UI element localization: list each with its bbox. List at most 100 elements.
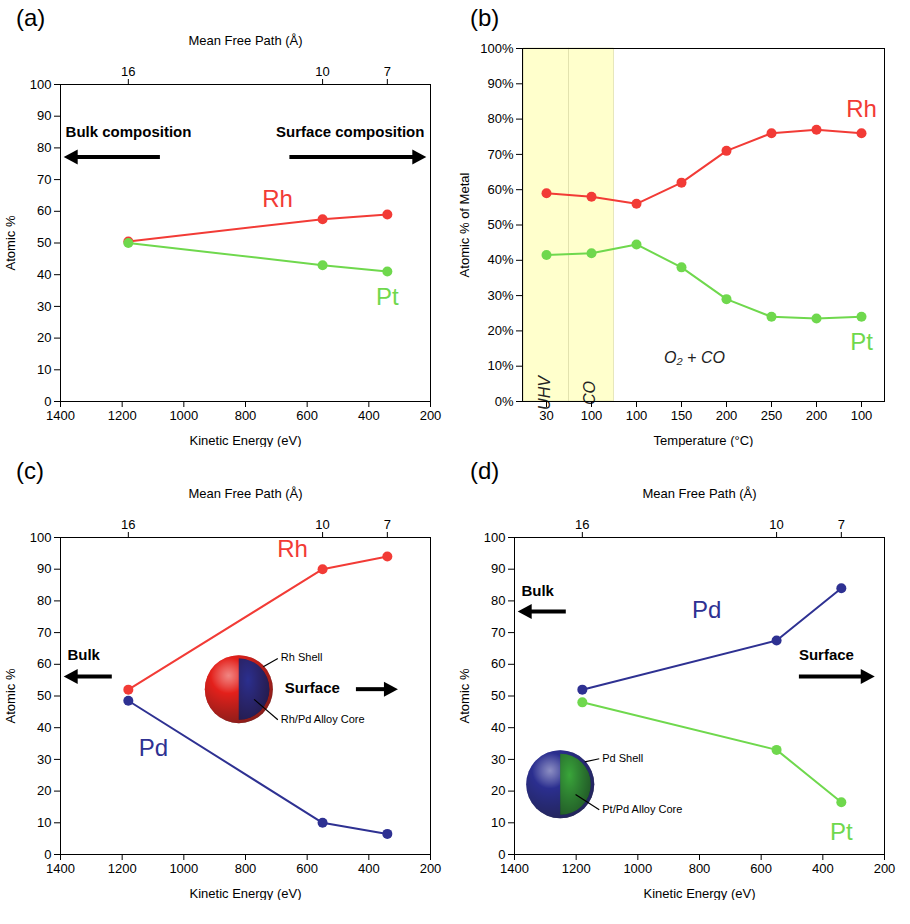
svg-text:1000: 1000	[623, 861, 652, 876]
svg-text:100: 100	[581, 408, 603, 423]
svg-text:10: 10	[37, 815, 51, 830]
svg-text:16: 16	[121, 517, 135, 532]
svg-text:20%: 20%	[487, 323, 513, 338]
svg-text:Kinetic Energy (eV): Kinetic Energy (eV)	[190, 433, 302, 448]
svg-text:7: 7	[384, 64, 391, 79]
svg-text:20: 20	[491, 783, 505, 798]
svg-text:Bulk: Bulk	[67, 646, 100, 663]
svg-text:50: 50	[37, 688, 51, 703]
svg-text:90: 90	[491, 561, 505, 576]
svg-text:Pt: Pt	[830, 818, 853, 845]
svg-text:O₂ + CO: O₂ + CO	[664, 349, 725, 366]
svg-text:30: 30	[539, 408, 553, 423]
svg-text:600: 600	[296, 408, 318, 423]
svg-text:Atomic %: Atomic %	[3, 215, 18, 270]
svg-text:90: 90	[37, 108, 51, 123]
svg-text:50: 50	[491, 688, 505, 703]
svg-text:250: 250	[761, 408, 783, 423]
svg-text:Rh: Rh	[262, 185, 293, 212]
svg-text:Pt/Pd Alloy Core: Pt/Pd Alloy Core	[602, 803, 682, 815]
svg-text:1000: 1000	[169, 861, 198, 876]
svg-text:Rh: Rh	[846, 95, 877, 122]
svg-text:Rh: Rh	[277, 535, 308, 562]
svg-text:200: 200	[806, 408, 828, 423]
svg-text:1400: 1400	[500, 861, 529, 876]
svg-text:40: 40	[37, 720, 51, 735]
svg-text:70: 70	[491, 625, 505, 640]
svg-text:Kinetic Energy (eV): Kinetic Energy (eV)	[190, 886, 302, 901]
svg-text:1400: 1400	[46, 861, 75, 876]
svg-text:200: 200	[716, 408, 738, 423]
svg-text:80: 80	[491, 593, 505, 608]
svg-text:60: 60	[491, 656, 505, 671]
svg-text:7: 7	[384, 517, 391, 532]
svg-text:1200: 1200	[562, 861, 591, 876]
svg-text:Pt: Pt	[376, 283, 399, 310]
svg-text:70%: 70%	[487, 147, 513, 162]
svg-text:Atomic % of Metal: Atomic % of Metal	[457, 173, 472, 278]
svg-text:60: 60	[37, 203, 51, 218]
svg-text:Pd: Pd	[139, 734, 168, 761]
svg-text:1400: 1400	[46, 408, 75, 423]
svg-text:30: 30	[37, 752, 51, 767]
svg-text:400: 400	[812, 861, 834, 876]
svg-text:UHV: UHV	[536, 375, 553, 410]
svg-text:70: 70	[37, 625, 51, 640]
svg-text:800: 800	[689, 861, 711, 876]
svg-text:100: 100	[484, 530, 506, 545]
svg-text:Atomic %: Atomic %	[457, 668, 472, 723]
svg-text:40%: 40%	[487, 252, 513, 267]
svg-text:200: 200	[420, 408, 442, 423]
svg-text:400: 400	[358, 408, 380, 423]
svg-text:16: 16	[575, 517, 589, 532]
svg-text:100: 100	[626, 408, 648, 423]
svg-text:1000: 1000	[169, 408, 198, 423]
svg-text:10: 10	[315, 517, 329, 532]
svg-text:200: 200	[874, 861, 896, 876]
svg-text:70: 70	[37, 172, 51, 187]
svg-text:Rh Shell: Rh Shell	[281, 651, 323, 663]
svg-text:30%: 30%	[487, 288, 513, 303]
svg-text:Rh/Pd Alloy Core: Rh/Pd Alloy Core	[281, 713, 365, 725]
svg-text:100: 100	[851, 408, 873, 423]
svg-text:Surface: Surface	[285, 679, 340, 696]
svg-text:90: 90	[37, 561, 51, 576]
svg-text:Temperature (°C): Temperature (°C)	[654, 433, 754, 448]
svg-text:40: 40	[37, 267, 51, 282]
svg-text:Pt: Pt	[850, 328, 873, 355]
svg-text:20: 20	[37, 783, 51, 798]
svg-text:30: 30	[491, 752, 505, 767]
svg-text:1200: 1200	[108, 408, 137, 423]
svg-text:Pd: Pd	[692, 596, 721, 623]
svg-text:80%: 80%	[487, 111, 513, 126]
svg-text:0: 0	[44, 394, 51, 409]
svg-text:Mean Free Path (Å): Mean Free Path (Å)	[642, 486, 756, 501]
svg-text:30: 30	[37, 299, 51, 314]
svg-text:Kinetic Energy (eV): Kinetic Energy (eV)	[644, 886, 756, 901]
svg-text:600: 600	[750, 861, 772, 876]
svg-text:Surface composition: Surface composition	[276, 123, 424, 140]
svg-text:100: 100	[30, 77, 52, 92]
svg-text:1200: 1200	[108, 861, 137, 876]
svg-text:10: 10	[491, 815, 505, 830]
svg-text:Bulk: Bulk	[521, 582, 554, 599]
svg-text:10: 10	[37, 362, 51, 377]
svg-text:50%: 50%	[487, 217, 513, 232]
svg-text:90%: 90%	[487, 76, 513, 91]
svg-text:60%: 60%	[487, 182, 513, 197]
svg-text:0: 0	[44, 847, 51, 862]
svg-text:Mean Free Path (Å): Mean Free Path (Å)	[188, 486, 302, 501]
svg-text:16: 16	[121, 64, 135, 79]
svg-text:Mean Free Path (Å): Mean Free Path (Å)	[188, 33, 302, 48]
svg-text:10: 10	[315, 64, 329, 79]
svg-text:7: 7	[838, 517, 845, 532]
svg-text:60: 60	[37, 656, 51, 671]
svg-text:800: 800	[235, 861, 257, 876]
svg-text:20: 20	[37, 330, 51, 345]
svg-text:Pd Shell: Pd Shell	[602, 752, 643, 764]
svg-text:200: 200	[420, 861, 442, 876]
svg-text:100: 100	[30, 530, 52, 545]
svg-text:100%: 100%	[480, 41, 514, 56]
svg-text:80: 80	[37, 593, 51, 608]
svg-text:400: 400	[358, 861, 380, 876]
